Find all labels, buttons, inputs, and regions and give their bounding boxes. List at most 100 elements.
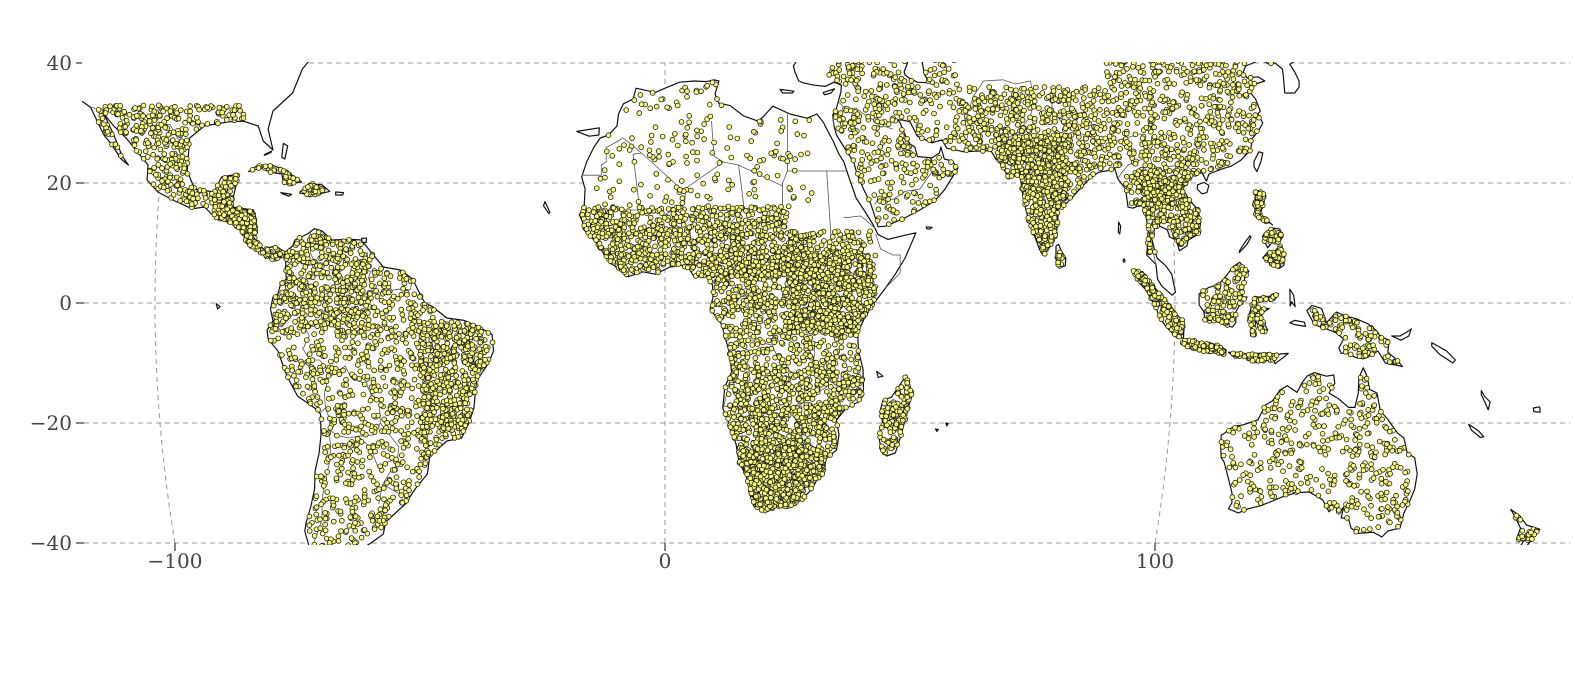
occurrence-point bbox=[336, 371, 343, 378]
country-border bbox=[605, 138, 623, 162]
occurrence-point bbox=[351, 470, 358, 477]
occurrence-point bbox=[378, 337, 384, 344]
occurrence-point bbox=[633, 269, 640, 276]
occurrence-point bbox=[134, 113, 140, 119]
occurrence-point bbox=[310, 259, 316, 265]
occurrence-point bbox=[785, 203, 792, 210]
occurrence-point bbox=[760, 244, 766, 251]
occurrence-point bbox=[609, 153, 616, 159]
occurrence-point bbox=[306, 351, 313, 358]
landmass-nicobar bbox=[1122, 258, 1126, 263]
occurrence-point bbox=[325, 235, 332, 242]
occurrence-point bbox=[181, 165, 188, 172]
occurrence-point bbox=[224, 206, 231, 212]
occurrence-point bbox=[338, 517, 345, 524]
occurrence-point bbox=[460, 388, 466, 395]
occurrence-point bbox=[469, 350, 475, 357]
occurrence-point bbox=[211, 211, 218, 218]
occurrence-point bbox=[761, 214, 767, 221]
occurrence-point bbox=[378, 402, 384, 408]
occurrence-point bbox=[409, 362, 415, 369]
occurrence-point bbox=[123, 129, 129, 135]
occurrence-point bbox=[706, 101, 713, 108]
occurrence-point bbox=[665, 151, 672, 158]
occurrence-point bbox=[318, 239, 324, 246]
occurrence-point bbox=[318, 254, 325, 260]
occurrence-point bbox=[650, 222, 656, 229]
occurrence-point bbox=[121, 108, 127, 115]
occurrence-point bbox=[634, 243, 641, 250]
occurrence-point bbox=[764, 174, 770, 180]
occurrence-point bbox=[188, 184, 195, 191]
occurrence-point bbox=[756, 316, 763, 323]
occurrence-point bbox=[414, 413, 420, 419]
occurrence-point bbox=[140, 102, 147, 109]
occurrence-point bbox=[646, 207, 652, 214]
occurrence-point bbox=[753, 312, 759, 319]
occurrence-point bbox=[613, 218, 620, 225]
occurrence-point bbox=[458, 344, 464, 351]
occurrence-point bbox=[774, 172, 781, 179]
occurrence-point bbox=[699, 218, 706, 225]
occurrence-point bbox=[183, 198, 190, 205]
occurrence-point bbox=[744, 231, 750, 237]
occurrence-point bbox=[161, 151, 168, 157]
occurrence-point bbox=[829, 355, 835, 361]
occurrence-point bbox=[701, 258, 707, 265]
occurrence-point bbox=[607, 194, 614, 201]
landmass-new-britain bbox=[1391, 328, 1412, 341]
occurrence-point bbox=[386, 299, 392, 305]
occurrence-point bbox=[340, 299, 347, 306]
occurrence-point bbox=[781, 244, 787, 251]
occurrence-point bbox=[671, 237, 678, 244]
occurrence-point bbox=[347, 387, 353, 394]
occurrence-point bbox=[460, 428, 467, 434]
occurrence-point bbox=[750, 128, 757, 135]
occurrence-point bbox=[768, 150, 774, 157]
occurrence-point bbox=[203, 203, 210, 209]
occurrence-point bbox=[417, 461, 424, 468]
occurrence-point bbox=[631, 220, 638, 226]
occurrence-point bbox=[322, 515, 329, 522]
occurrence-point bbox=[684, 124, 691, 131]
occurrence-point bbox=[711, 139, 717, 146]
occurrence-point bbox=[710, 207, 717, 214]
occurrence-point bbox=[674, 142, 681, 149]
occurrence-point bbox=[308, 311, 314, 318]
occurrence-point bbox=[147, 168, 153, 175]
occurrence-point bbox=[432, 416, 439, 423]
occurrence-point bbox=[620, 212, 627, 219]
occurrence-point bbox=[722, 220, 728, 227]
occurrence-point bbox=[359, 351, 365, 358]
occurrence-point bbox=[345, 315, 351, 322]
landmass-andaman bbox=[1117, 221, 1122, 235]
occurrence-point bbox=[328, 454, 334, 460]
occurrence-point bbox=[154, 156, 161, 162]
occurrence-point bbox=[383, 441, 390, 448]
occurrence-point bbox=[416, 318, 423, 325]
occurrence-point bbox=[846, 305, 852, 312]
occurrence-point bbox=[800, 354, 806, 361]
occurrence-point bbox=[360, 406, 366, 413]
occurrence-point bbox=[662, 198, 668, 205]
occurrence-point bbox=[361, 269, 368, 275]
occurrence-point bbox=[791, 273, 797, 280]
occurrence-point bbox=[805, 197, 811, 203]
occurrence-point bbox=[370, 478, 377, 485]
occurrence-point bbox=[581, 216, 587, 222]
occurrence-point bbox=[698, 213, 704, 220]
occurrence-point bbox=[682, 131, 689, 138]
occurrence-point bbox=[415, 397, 422, 404]
occurrence-point bbox=[730, 241, 737, 247]
occurrence-point bbox=[325, 247, 332, 254]
occurrence-point bbox=[341, 411, 347, 418]
occurrence-point bbox=[347, 250, 354, 257]
occurrence-point bbox=[364, 353, 371, 360]
occurrence-point bbox=[593, 213, 600, 220]
occurrence-point bbox=[636, 110, 643, 116]
occurrence-point bbox=[750, 286, 757, 292]
occurrence-point bbox=[367, 397, 374, 404]
occurrence-point bbox=[352, 280, 358, 287]
occurrence-point bbox=[660, 260, 666, 267]
